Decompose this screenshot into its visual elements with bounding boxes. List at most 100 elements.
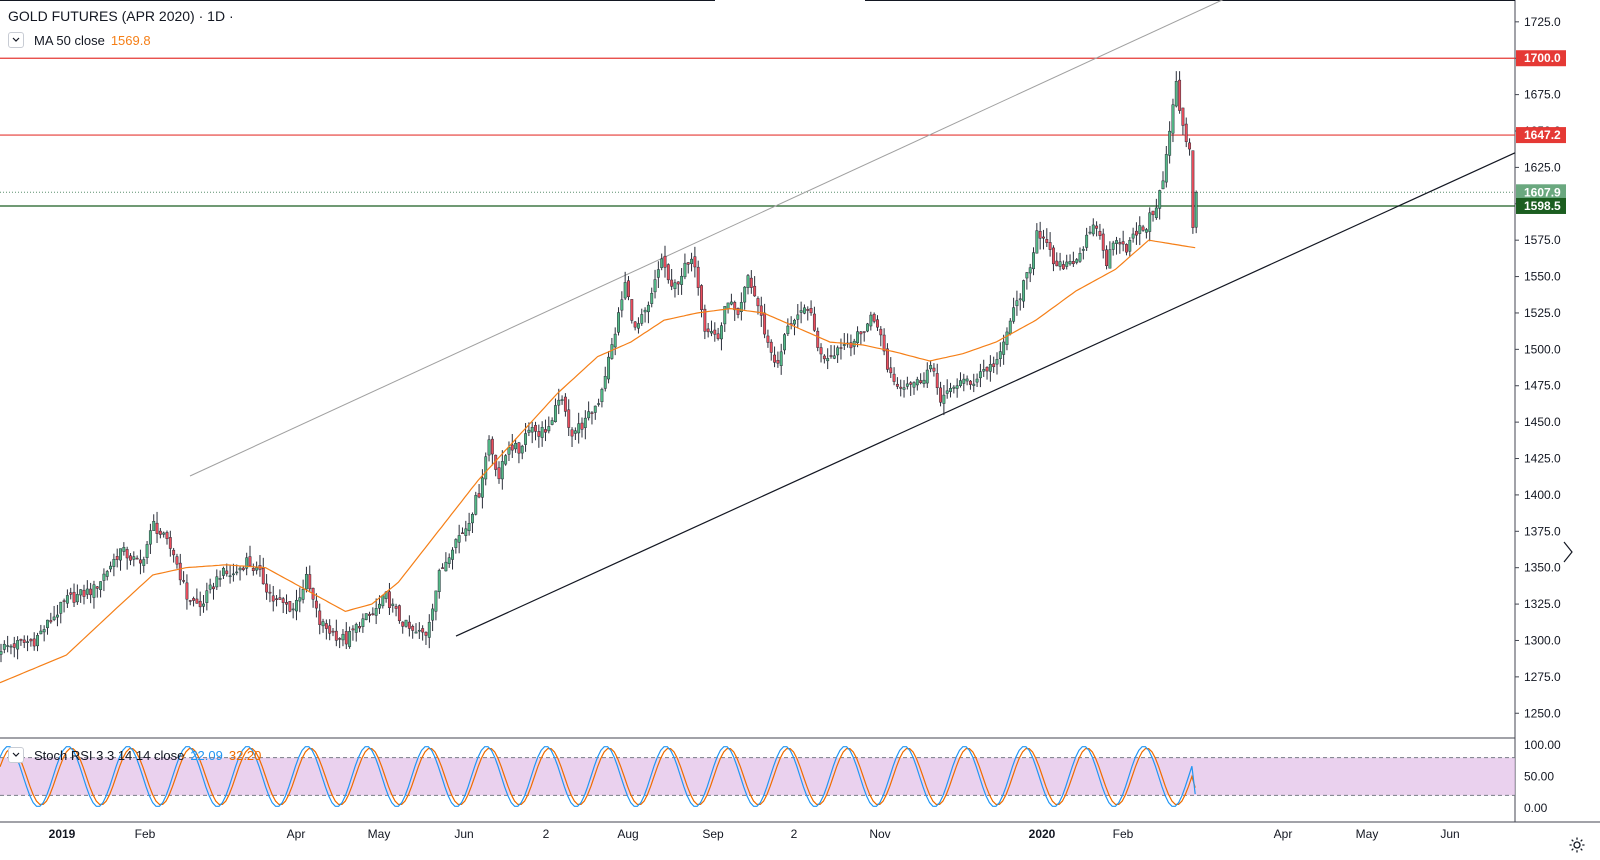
candle-body (633, 321, 637, 328)
candle-body (378, 603, 381, 609)
candle-body (1015, 300, 1019, 307)
candle-body (1184, 123, 1188, 142)
time-tick-label: Aug (617, 827, 638, 841)
candle-body (102, 573, 106, 581)
candle-body (1161, 180, 1165, 190)
candle-body (1025, 272, 1029, 279)
candle-body (185, 582, 189, 600)
candle-body (9, 645, 13, 648)
candle-body (36, 635, 39, 647)
candle-body (281, 598, 285, 603)
candle-body (288, 601, 292, 612)
candle-body (414, 631, 418, 634)
candle-body (683, 262, 687, 278)
candle-body (547, 426, 551, 432)
candle-body (275, 598, 279, 600)
candle-body (703, 308, 707, 332)
ma-legend[interactable]: MA 50 close 1569.8 (8, 32, 151, 48)
candle-body (570, 429, 574, 437)
candle-body (374, 608, 378, 616)
chevron-down-icon (12, 37, 20, 42)
candle-body (1111, 242, 1115, 250)
candle-body (421, 628, 425, 633)
candle-body (802, 307, 806, 314)
time-tick-label: Feb (135, 827, 156, 841)
candle-body (255, 567, 259, 571)
candle-body (231, 573, 235, 576)
candle-body (876, 319, 879, 328)
candle-body (580, 422, 584, 430)
candle-body (215, 576, 219, 588)
candle-body (22, 639, 26, 643)
candle-body (331, 630, 335, 633)
candle-body (988, 364, 992, 372)
candle-body (520, 445, 524, 454)
candle-body (573, 430, 577, 434)
candle-body (607, 356, 611, 380)
candle-body (490, 438, 494, 455)
stoch-legend[interactable]: Stoch RSI 3 3 14 14 close 22.09 32.20 (8, 747, 261, 763)
candle-body (726, 302, 730, 309)
candle-body (872, 313, 876, 322)
price-tick-label: 1525.0 (1524, 306, 1561, 320)
candle-body (660, 258, 664, 268)
price-tick-label: 1575.0 (1524, 233, 1561, 247)
candle-body (1032, 252, 1035, 270)
candle-body (341, 633, 345, 641)
candle-body (849, 342, 853, 349)
candle-body (39, 630, 43, 635)
candle-body (1075, 259, 1079, 263)
candle-body (457, 535, 461, 543)
time-tick-label: May (368, 827, 391, 841)
price-tick-label: 1475.0 (1524, 379, 1561, 393)
candle-body (978, 371, 982, 379)
candle-body (982, 369, 986, 372)
candle-body (504, 455, 508, 465)
candle-body (955, 385, 959, 389)
candle-body (454, 539, 458, 548)
candle-body (1181, 107, 1185, 126)
candle-body (517, 442, 521, 454)
candle-body (105, 571, 109, 577)
candle-body (869, 314, 873, 327)
candle-body (1038, 230, 1042, 239)
candle-body (1095, 225, 1099, 229)
candle-body (962, 378, 966, 384)
candle-body (729, 301, 733, 305)
candle-body (822, 355, 826, 360)
time-tick-label: Nov (869, 827, 890, 841)
candle-body (168, 537, 172, 549)
candle-body (138, 559, 142, 564)
candle-body (334, 630, 338, 641)
candle-body (19, 638, 23, 641)
time-tick-label: Apr (287, 827, 306, 841)
candle-body (235, 571, 239, 574)
candle-body (514, 443, 518, 450)
candle-body (597, 403, 601, 405)
candle-body (85, 588, 89, 595)
candle-body (590, 412, 594, 414)
candle-body (484, 456, 488, 480)
candle-body (364, 613, 368, 620)
candle-body (1061, 264, 1065, 270)
collapse-legend-button[interactable] (8, 32, 24, 48)
candle-body (826, 358, 830, 362)
candle-body (1068, 261, 1072, 265)
candle-body (975, 378, 979, 383)
candle-body (1138, 225, 1142, 234)
candle-body (613, 333, 617, 348)
candle-body (351, 628, 355, 631)
candle-body (62, 600, 66, 602)
candle-body (321, 621, 325, 627)
candle-body (261, 568, 265, 585)
candle-body (832, 355, 836, 359)
candle-body (301, 589, 305, 600)
candle-body (1005, 331, 1009, 345)
candle-body (109, 565, 113, 570)
candle-body (630, 299, 634, 321)
candle-body (902, 387, 906, 390)
collapse-stoch-legend-button[interactable] (8, 747, 24, 763)
symbol-title[interactable]: GOLD FUTURES (APR 2020) · 1D · (8, 8, 234, 24)
settings-gear-icon[interactable] (1568, 836, 1586, 854)
